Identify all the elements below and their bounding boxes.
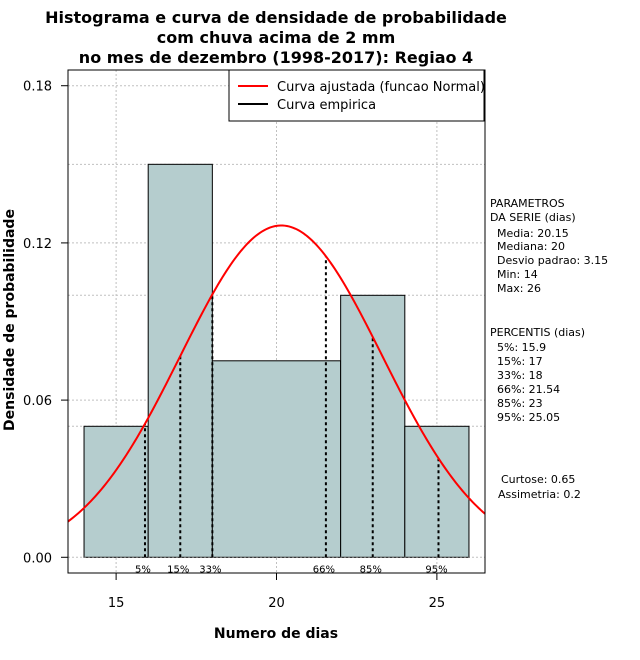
- legend-box: [228, 69, 485, 122]
- x-axis-label: Numero de dias: [214, 626, 338, 642]
- percentile-label-15pct: 15%: [167, 564, 189, 575]
- percentil-33: 33%: 18: [497, 369, 543, 382]
- param-min: Min: 14: [497, 268, 538, 281]
- x-tick-label: 20: [268, 596, 285, 611]
- side-panel: PARAMETROS DA SERIE (dias) Media: 20.15 …: [490, 197, 608, 501]
- y-axis-label: Densidade de probabilidade: [2, 209, 18, 431]
- curtose-text: Curtose: 0.65: [501, 473, 575, 486]
- percentil-85: 85%: 23: [497, 397, 543, 410]
- chart-title-line-3: no mes de dezembro (1998-2017): Regiao 4: [79, 48, 473, 67]
- histogram-bar-4: [340, 294, 406, 558]
- percentile-label-66pct: 66%: [313, 564, 335, 575]
- x-tick-label: 15: [108, 596, 125, 611]
- param-sd: Desvio padrao: 3.15: [497, 254, 608, 267]
- percentis-title: PERCENTIS (dias): [490, 326, 585, 339]
- fitted-normal-curve: [67, 224, 486, 523]
- y-tick-label: 0.00: [23, 551, 52, 566]
- params-title-1: PARAMETROS: [490, 197, 565, 210]
- chart-title-line-1: Histograma e curva de densidade de proba…: [45, 8, 507, 27]
- percentile-label-33pct: 33%: [199, 564, 221, 575]
- histogram-bar-1: [83, 425, 149, 558]
- curve-layer: [67, 224, 486, 523]
- params-title-2: DA SERIE (dias): [490, 211, 576, 224]
- axes-layer: 15 20 25 0.00 0.06 0.12 0.18: [23, 80, 445, 611]
- percentile-label-85pct: 85%: [360, 564, 382, 575]
- histogram-bar-2: [147, 163, 213, 558]
- legend-label-empirical: Curva empirica: [277, 98, 376, 113]
- percentil-95: 95%: 25.05: [497, 411, 560, 424]
- bars-layer: [83, 163, 470, 558]
- param-max: Max: 26: [497, 282, 541, 295]
- y-tick-label: 0.18: [23, 80, 52, 95]
- x-tick-label: 25: [429, 596, 446, 611]
- histogram-bar-5: [404, 425, 470, 558]
- percentile-label-5pct: 5%: [135, 564, 151, 575]
- percentil-15: 15%: 17: [497, 355, 543, 368]
- percentil-5: 5%: 15.9: [497, 341, 546, 354]
- legend: Curva ajustada (funcao Normal) Curva emp…: [228, 69, 485, 122]
- histogram-bar-3: [211, 360, 342, 558]
- chart-title-line-2: com chuva acima de 2 mm: [157, 28, 396, 47]
- param-mean: Media: 20.15: [497, 227, 569, 240]
- percentile-layer: 5% 15% 33% 66% 85% 95%: [135, 256, 448, 575]
- y-tick-label: 0.06: [23, 394, 52, 409]
- percentil-66: 66%: 21.54: [497, 383, 560, 396]
- legend-label-fitted: Curva ajustada (funcao Normal): [277, 80, 485, 95]
- assimetria-text: Assimetria: 0.2: [498, 488, 581, 501]
- y-tick-label: 0.12: [23, 237, 52, 252]
- param-median: Mediana: 20: [497, 240, 565, 253]
- percentile-label-95pct: 95%: [425, 564, 447, 575]
